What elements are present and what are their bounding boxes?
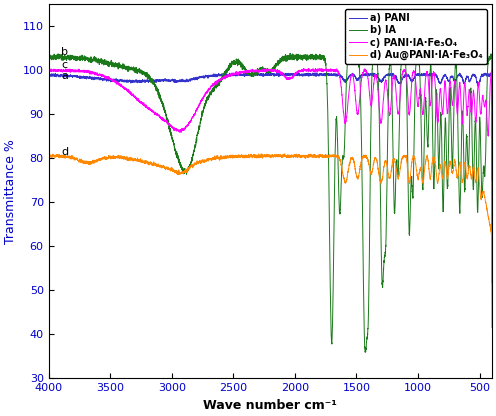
d) Au@PANI·IA·Fe₃O₄ [322, 155, 328, 160]
Legend: a) PANI, b) IA, c) PANI·IA·Fe₃O₄, d) Au@PANI·IA·Fe₃O₄: a) PANI, b) IA, c) PANI·IA·Fe₃O₄, d) Au@… [345, 9, 487, 64]
c) PANI·IA·Fe₃O₄ [381, 87, 387, 92]
d) Au@PANI·IA·Fe₃O₄ [489, 325, 495, 330]
d) Au@PANI·IA·Fe₃O₄ [386, 175, 392, 180]
Text: a: a [61, 71, 68, 81]
Text: d: d [61, 147, 68, 157]
b) IA [322, 58, 328, 63]
a) PANI [383, 72, 389, 77]
b) IA [381, 256, 387, 261]
d) Au@PANI·IA·Fe₃O₄ [290, 154, 296, 158]
X-axis label: Wave number cm⁻¹: Wave number cm⁻¹ [203, 399, 337, 412]
d) Au@PANI·IA·Fe₃O₄ [49, 154, 55, 158]
Line: c) PANI·IA·Fe₃O₄: c) PANI·IA·Fe₃O₄ [49, 68, 492, 180]
Line: b) IA: b) IA [49, 53, 492, 352]
a) PANI [322, 73, 328, 78]
a) PANI [381, 75, 387, 80]
b) IA [383, 211, 389, 216]
Text: b: b [61, 47, 68, 57]
d) Au@PANI·IA·Fe₃O₄ [282, 151, 288, 156]
d) Au@PANI·IA·Fe₃O₄ [381, 163, 387, 168]
a) PANI [290, 73, 296, 78]
b) IA [49, 55, 55, 60]
a) PANI [364, 70, 370, 75]
Y-axis label: Transmittance %: Transmittance % [4, 139, 17, 244]
a) PANI [49, 73, 55, 78]
c) PANI·IA·Fe₃O₄ [489, 178, 495, 183]
c) PANI·IA·Fe₃O₄ [383, 82, 389, 87]
c) PANI·IA·Fe₃O₄ [322, 68, 328, 73]
b) IA [290, 53, 296, 58]
c) PANI·IA·Fe₃O₄ [49, 68, 55, 73]
a) PANI [386, 73, 392, 78]
b) IA [489, 280, 495, 285]
b) IA [386, 74, 392, 79]
d) Au@PANI·IA·Fe₃O₄ [383, 160, 389, 165]
Text: c: c [61, 60, 67, 70]
c) PANI·IA·Fe₃O₄ [46, 178, 52, 183]
c) PANI·IA·Fe₃O₄ [386, 109, 392, 114]
c) PANI·IA·Fe₃O₄ [290, 74, 296, 79]
d) Au@PANI·IA·Fe₃O₄ [46, 272, 52, 277]
c) PANI·IA·Fe₃O₄ [301, 66, 307, 71]
a) PANI [46, 103, 52, 108]
Line: a) PANI: a) PANI [49, 73, 492, 105]
a) PANI [489, 103, 495, 108]
Line: d) Au@PANI·IA·Fe₃O₄: d) Au@PANI·IA·Fe₃O₄ [49, 154, 492, 328]
b) IA [46, 55, 52, 60]
b) IA [363, 349, 369, 354]
b) IA [287, 51, 293, 56]
